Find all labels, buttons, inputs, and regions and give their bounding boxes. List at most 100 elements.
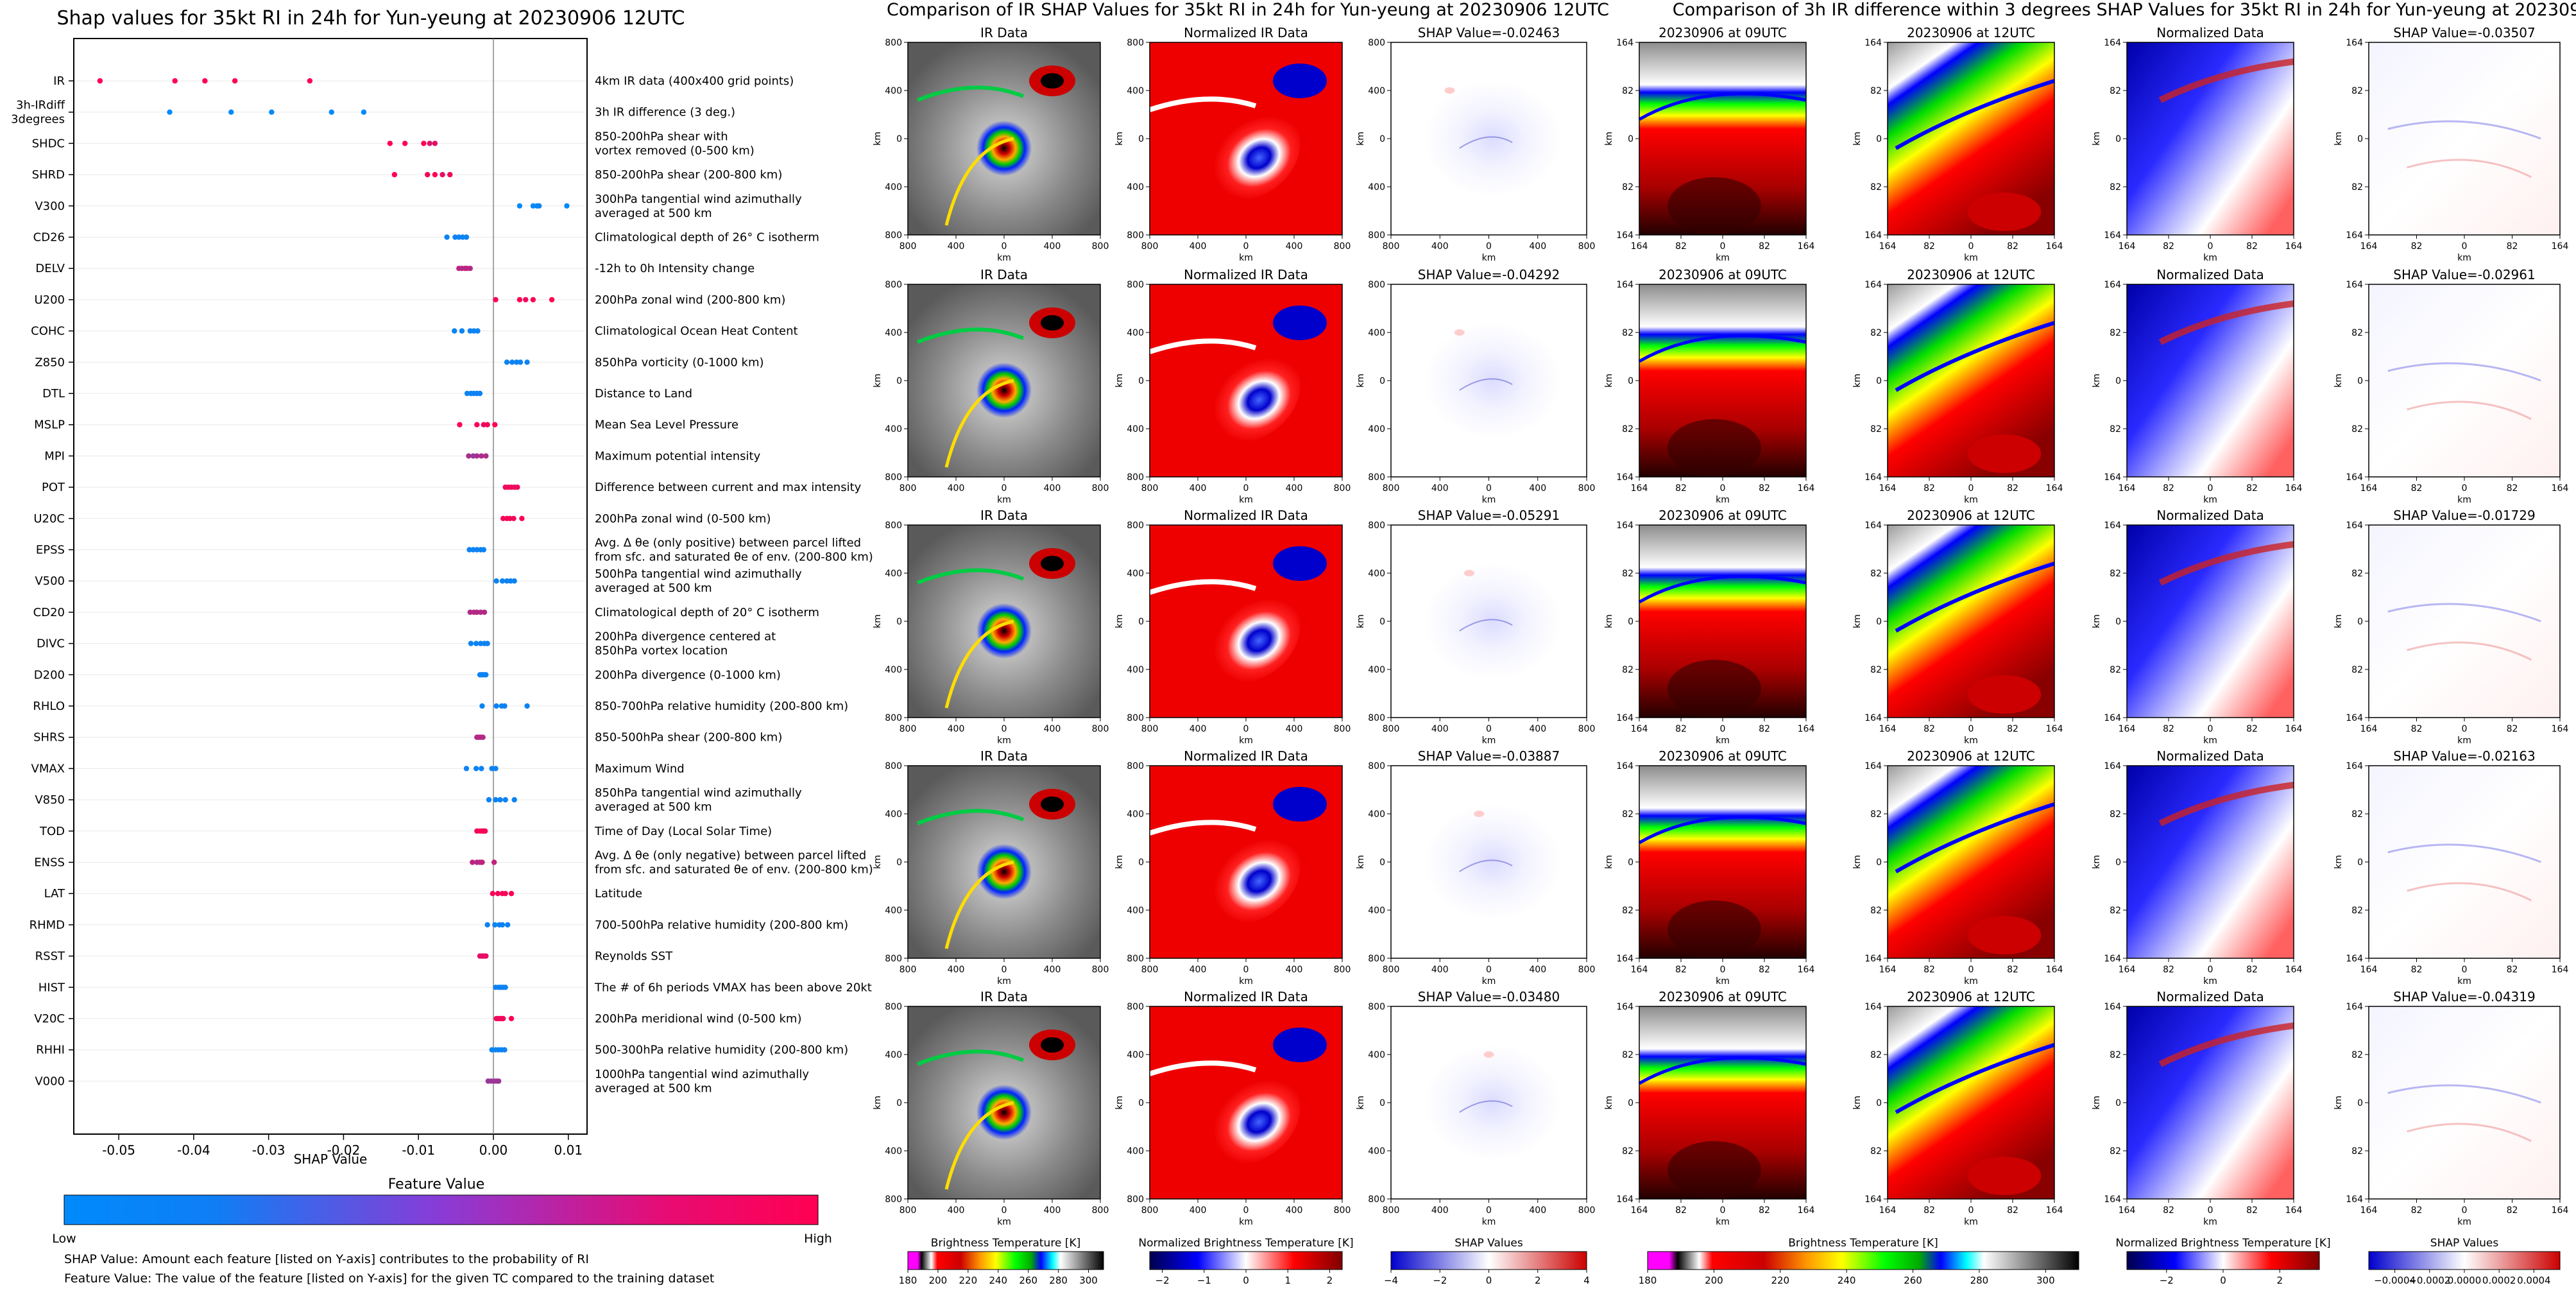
image-xlabel: km	[1239, 1217, 1253, 1227]
image-xtick-label: 82	[2507, 724, 2518, 734]
image-xtick-label: 0	[1002, 724, 1007, 734]
shap-red-spot	[1474, 811, 1485, 817]
image-xtick-label: 164	[2046, 241, 2063, 252]
image-xtick-label: 0	[1486, 724, 1492, 734]
image-ytick-label: 164	[1864, 1194, 1882, 1205]
image-ytick-label: 82	[2351, 182, 2363, 193]
colorbar-tick-label: 280	[1970, 1275, 1989, 1286]
colorbar-label: SHAP Values	[2430, 1237, 2499, 1250]
image-ytick-label: 800	[1368, 280, 1385, 290]
feature-label: CD20	[33, 606, 65, 619]
image-xtick-label: 82	[2163, 241, 2174, 252]
image-title: 20230906 at 12UTC	[1907, 267, 2035, 282]
image-ylabel: km	[2333, 855, 2344, 869]
feature-label-line: RHLO	[33, 700, 65, 713]
feature-label: HIST	[38, 981, 65, 994]
image-ylabel: km	[1356, 855, 1366, 869]
image-title: IR Data	[980, 748, 1028, 764]
image-ytick-label: 82	[1622, 1146, 1633, 1157]
image-ytick-label: 800	[1368, 230, 1385, 241]
image-xtick-label: 400	[948, 483, 965, 494]
feature-description-line: 200hPa meridional wind (0-500 km)	[595, 1012, 801, 1026]
image-ytick-label: 82	[1870, 809, 1882, 820]
shap-streak	[1459, 1100, 1513, 1113]
image-xtick-label: 82	[2163, 483, 2174, 494]
image-ytick-label: 164	[2346, 472, 2363, 483]
image-title: 20230906 at 09UTC	[1659, 989, 1787, 1004]
image-xtick-label: 164	[2046, 965, 2063, 975]
colorbar-tick-label: 1	[1284, 1275, 1291, 1286]
colorbar-tick-label: −0.0002	[2409, 1275, 2450, 1286]
image-ytick-label: 164	[2346, 38, 2363, 48]
image-ytick-label: 164	[1864, 280, 1882, 290]
image-xtick-label: 164	[1631, 965, 1648, 975]
shap-point	[497, 797, 503, 803]
feature-description-line: 200hPa zonal wind (200-800 km)	[595, 293, 785, 307]
feature-description-line: Maximum potential intensity	[595, 449, 761, 463]
image-ylabel: km	[873, 614, 883, 628]
feature-colorbar-high: High	[804, 1232, 832, 1246]
feature-label: V500	[35, 574, 65, 588]
shap-point	[493, 297, 499, 303]
image-ytick-label: 164	[2104, 230, 2121, 241]
image-xtick-label: 0	[1720, 724, 1726, 734]
diff-shap-streak	[2407, 641, 2532, 661]
image-ytick-label: 82	[1622, 1050, 1633, 1060]
ir09-band	[1638, 574, 1807, 604]
feature-description-line: 200hPa divergence centered at	[595, 630, 776, 644]
feature-label-line: CD26	[33, 231, 65, 245]
shap-point	[511, 515, 516, 521]
feature-label-line: VMAX	[31, 762, 65, 775]
image-xtick-label: 400	[1190, 1205, 1207, 1216]
diff-shap-image	[2369, 42, 2560, 235]
image-xlabel: km	[2457, 253, 2471, 263]
feature-description-line: Time of Day (Local Solar Time)	[594, 825, 772, 838]
image-xtick-label: 82	[2246, 241, 2258, 252]
image-ylabel: km	[1604, 855, 1614, 869]
image-xlabel: km	[1964, 495, 1978, 505]
shap-point	[467, 328, 473, 334]
normalized-ir-top	[1273, 1028, 1327, 1062]
feature-description: Latitude	[595, 887, 642, 900]
diff-shap-streak	[2407, 401, 2532, 420]
image-ylabel: km	[1852, 614, 1863, 628]
colorbar-strip	[1390, 1251, 1587, 1270]
image-xtick-label: 800	[1334, 965, 1351, 975]
image-ytick-label: 800	[1368, 1002, 1385, 1012]
image-xtick-label: 82	[2507, 483, 2518, 494]
image-xtick-label: 0	[1486, 483, 1492, 494]
shap-point	[421, 141, 427, 146]
image-xlabel: km	[1716, 976, 1730, 986]
image-xtick-label: 164	[1879, 1205, 1897, 1216]
image-ytick-label: 82	[2110, 182, 2121, 193]
feature-description-line: 850-500hPa shear (200-800 km)	[595, 731, 782, 745]
image-xtick-label: 164	[2285, 1205, 2303, 1216]
shap-point	[530, 203, 536, 209]
image-ytick-label: 0	[2357, 376, 2363, 386]
feature-description-line: averaged at 500 km	[595, 581, 712, 595]
image-xtick-label: 164	[1798, 1205, 1815, 1216]
xtick-label: -0.05	[102, 1142, 135, 1158]
image-ytick-label: 800	[1368, 713, 1385, 723]
image-xlabel: km	[2203, 736, 2217, 746]
image-xtick-label: 800	[1141, 724, 1159, 734]
image-title: IR Data	[980, 508, 1028, 523]
shap-point	[473, 641, 479, 646]
image-ytick-label: 82	[1622, 328, 1633, 338]
shap-point	[466, 453, 472, 459]
image-ytick-label: 164	[2346, 1194, 2363, 1205]
ir-image	[908, 766, 1100, 958]
ir-band	[916, 1049, 1025, 1066]
feature-label-line: U200	[34, 293, 65, 307]
feature-description-line: 200hPa divergence (0-1000 km)	[595, 668, 781, 682]
shap-point	[432, 141, 438, 146]
shap-point	[479, 859, 485, 865]
image-ylabel: km	[1356, 614, 1366, 628]
shap-point	[328, 109, 334, 115]
image-ytick-label: 164	[1864, 1002, 1882, 1012]
shap-point	[470, 547, 476, 553]
feature-label-line: V500	[35, 574, 65, 588]
feature-label: VMAX	[31, 762, 65, 775]
image-ytick-label: 0	[1876, 134, 1882, 144]
image-ytick-label: 400	[1127, 569, 1144, 579]
